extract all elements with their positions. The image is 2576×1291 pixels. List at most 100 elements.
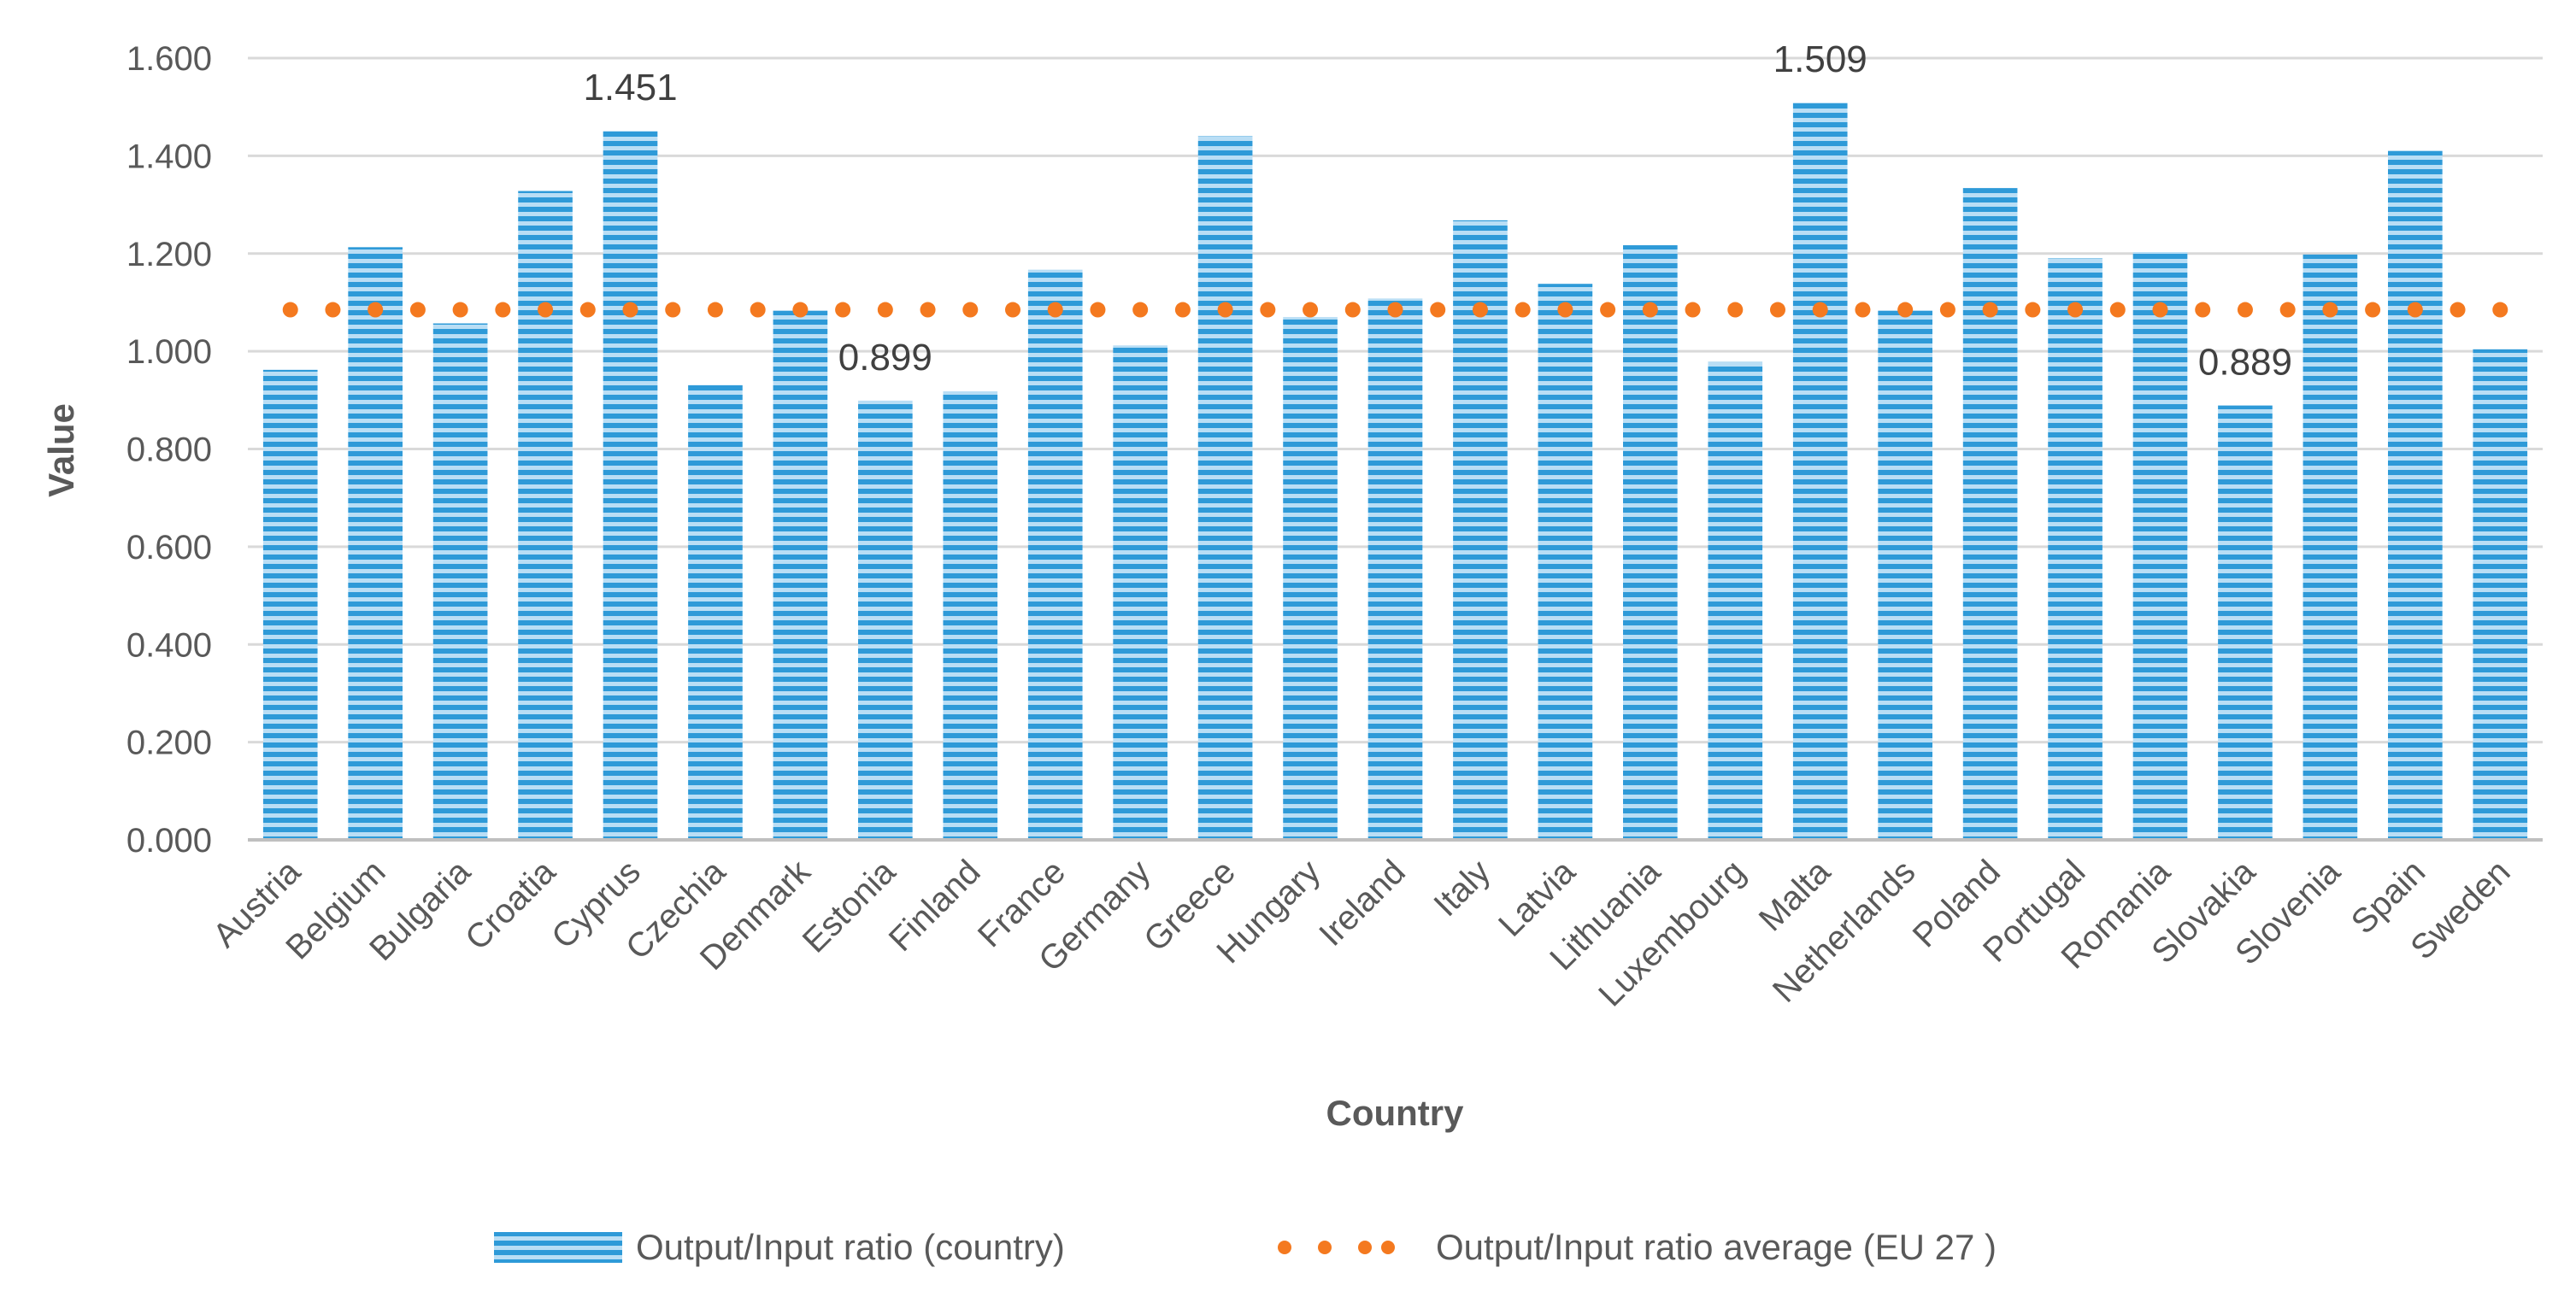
- data-label-cyprus: 1.451: [583, 67, 677, 109]
- x-tick-label: Italy: [1426, 853, 1497, 924]
- bar-romania: [2132, 252, 2188, 840]
- bar-sweden: [2473, 349, 2528, 840]
- bar-finland: [943, 391, 998, 840]
- average-line-dot: [2109, 302, 2126, 318]
- bar-latvia: [1538, 284, 1593, 840]
- bars: [262, 103, 2528, 841]
- x-axis-ticks: AustriaBelgiumBulgariaCroatiaCyprusCzech…: [206, 853, 2518, 1014]
- average-line-dot: [282, 302, 298, 318]
- average-line-dot: [665, 302, 681, 318]
- average-line-dot: [2450, 302, 2466, 318]
- average-line-dot: [1005, 302, 1020, 318]
- average-line-dot: [1514, 302, 1531, 318]
- bar-belgium: [348, 247, 403, 840]
- x-tick-label: Croatia: [458, 853, 563, 958]
- bar-portugal: [2048, 258, 2103, 840]
- average-line-dot: [1685, 302, 1701, 318]
- bar-austria: [262, 369, 318, 840]
- bar-lithuania: [1623, 245, 1678, 840]
- y-axis-ticks: 0.000 0.200 0.400 0.600 0.800 1.000 1.200 1.400…: [126, 40, 212, 860]
- average-line-dot: [1557, 302, 1573, 318]
- average-line-dot: [1047, 302, 1063, 318]
- bar-poland: [1962, 188, 2018, 840]
- data-labels: 1.451 0.899 1.509 0.889: [583, 38, 2292, 384]
- average-line-dot: [2322, 302, 2338, 318]
- average-line-dot: [1430, 302, 1446, 318]
- y-tick-label: 1.600: [126, 40, 212, 78]
- bar-czechia: [688, 384, 743, 841]
- average-line-dot: [1132, 302, 1149, 318]
- bar-greece: [1197, 136, 1253, 840]
- bar-spain: [2388, 150, 2443, 840]
- average-line-dot: [877, 302, 893, 318]
- average-line-dot: [1217, 302, 1233, 318]
- average-line-dot: [1344, 302, 1361, 318]
- x-tick-label: Finland: [882, 853, 988, 959]
- bar-germany: [1113, 345, 1167, 840]
- bar-estonia: [858, 400, 913, 840]
- average-line-dot: [1939, 302, 1956, 318]
- bar-slovakia: [2218, 405, 2273, 840]
- legend-label-average: Output/Input ratio average (EU 27 ): [1436, 1227, 1997, 1267]
- average-line-dot: [750, 302, 766, 318]
- legend-label-country: Output/Input ratio (country): [636, 1227, 1065, 1267]
- y-tick-label: 0.200: [126, 725, 212, 762]
- y-axis-title: Value: [41, 403, 81, 497]
- average-line-dot: [2492, 302, 2508, 318]
- average-line-dot: [325, 302, 341, 318]
- average-line-dot: [1600, 302, 1616, 318]
- bar-cyprus: [603, 131, 658, 841]
- average-line-dot: [2365, 302, 2381, 318]
- average-line-dot: [1770, 302, 1785, 318]
- average-line-dot: [792, 302, 809, 318]
- average-line-dot: [1090, 302, 1106, 318]
- bar-italy: [1453, 220, 1508, 840]
- average-line-dot: [2407, 302, 2423, 318]
- x-tick-label: Estonia: [796, 853, 903, 960]
- average-line-dot: [1897, 302, 1914, 318]
- average-line-dot: [495, 302, 511, 318]
- average-line-dot: [368, 302, 384, 318]
- average-line-dot: [1982, 302, 1998, 318]
- y-tick-label: 0.600: [126, 529, 212, 566]
- average-line-dot: [1855, 302, 1871, 318]
- average-line-dot: [409, 302, 426, 318]
- bar-hungary: [1283, 317, 1338, 840]
- data-label-slovakia: 0.889: [2198, 342, 2292, 384]
- average-line-dot: [1303, 302, 1319, 318]
- average-line-dot: [1812, 302, 1828, 318]
- bar-slovenia: [2303, 254, 2358, 840]
- x-tick-label: Ireland: [1312, 853, 1413, 954]
- y-tick-label: 0.800: [126, 431, 212, 469]
- bar-croatia: [518, 191, 573, 841]
- average-line-dot: [2152, 302, 2168, 318]
- average-line-dot: [1174, 302, 1191, 318]
- bar-denmark: [773, 310, 828, 840]
- average-line-dot: [2279, 302, 2296, 318]
- average-line-dot: [538, 302, 554, 318]
- y-tick-label: 1.200: [126, 236, 212, 273]
- average-line-dot: [1260, 302, 1276, 318]
- y-tick-label: 0.000: [126, 822, 212, 860]
- average-line-dot: [920, 302, 936, 318]
- y-tick-label: 1.400: [126, 138, 212, 175]
- average-line-dot: [1642, 302, 1658, 318]
- x-axis-title: Country: [1326, 1093, 1465, 1133]
- bar-netherlands: [1878, 310, 1932, 840]
- legend-swatch-country: [494, 1232, 622, 1263]
- average-line-dot: [1727, 302, 1744, 318]
- bar-malta: [1792, 103, 1848, 840]
- average-line-dot: [1387, 302, 1403, 318]
- bar-luxembourg: [1708, 361, 1763, 840]
- average-line-dot: [2237, 302, 2253, 318]
- average-line-dot: [2025, 302, 2041, 318]
- average-line-dot: [2067, 302, 2084, 318]
- y-tick-label: 0.400: [126, 626, 212, 664]
- average-line-dot: [835, 302, 851, 318]
- data-label-estonia: 0.899: [838, 337, 932, 378]
- average-line: [282, 302, 2508, 318]
- average-line-dot: [707, 302, 723, 318]
- bar-france: [1027, 269, 1083, 840]
